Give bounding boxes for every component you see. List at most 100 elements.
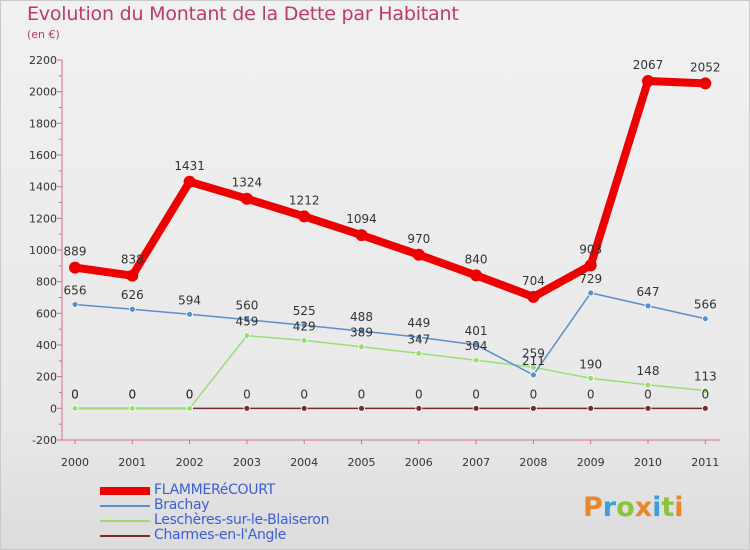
data-point-lescheres [186,404,194,412]
data-label-charmes: 0 [415,387,423,401]
data-point-flammerecourt [527,290,540,303]
data-point-charmes [644,404,652,412]
data-point-lescheres [415,349,423,357]
data-point-flammerecourt [298,210,311,223]
data-point-charmes [300,404,308,412]
x-tick-label: 2003 [233,456,261,469]
series-line-flammerecourt [71,77,710,301]
data-point-flammerecourt [470,269,483,282]
y-tick-label: 0 [50,402,57,415]
logo-letter: r [602,492,617,523]
data-label-flammerecourt: 970 [407,232,430,246]
legend-label-lescheres: Leschères-sur-le-Blaiseron [154,512,330,528]
data-point-flammerecourt [642,75,654,88]
data-label-charmes: 0 [358,387,366,401]
y-tick-label: 2000 [29,86,57,99]
data-point-brachay [358,327,365,335]
data-point-lescheres [300,337,308,344]
data-label-lescheres: 304 [465,339,488,353]
y-tick-label: 600 [36,307,57,320]
data-label-brachay: 626 [121,288,144,302]
x-tick-label: 2011 [691,456,719,469]
data-label-brachay: 449 [407,316,430,330]
y-tick-label: -200 [32,434,57,447]
data-label-charmes: 0 [472,387,480,401]
data-label-charmes: 0 [186,387,194,401]
data-label-lescheres: 190 [579,357,602,371]
legend-swatch-brachay [100,505,150,507]
data-label-brachay: 401 [465,324,488,338]
data-point-charmes [415,404,423,412]
data-point-brachay [243,316,251,324]
data-label-flammerecourt: 704 [522,274,545,288]
data-point-flammerecourt [183,175,196,188]
data-point-flammerecourt [412,248,425,261]
data-point-flammerecourt [126,269,139,282]
data-label-lescheres: 0 [128,387,136,401]
x-tick-label: 2007 [462,456,490,469]
data-point-brachay [186,310,194,318]
legend-label-flammerecourt: FLAMMERéCOURT [154,482,275,498]
data-label-flammerecourt: 838 [121,253,144,267]
x-tick-label: 2001 [118,456,146,469]
data-label-flammerecourt: 889 [64,245,87,259]
data-point-brachay [530,371,537,379]
data-label-charmes: 0 [71,387,79,401]
legend-label-charmes: Charmes-en-l'Angle [154,527,287,543]
data-label-flammerecourt: 2067 [633,58,664,72]
data-label-charmes: 0 [644,387,652,401]
data-point-lescheres [472,356,480,364]
data-point-flammerecourt [699,77,712,90]
data-point-lescheres [243,332,251,340]
data-point-charmes [587,404,595,412]
legend-swatch-charmes [100,535,150,537]
y-tick-label: 1200 [29,212,57,225]
data-point-brachay [300,321,308,329]
data-label-lescheres: 459 [235,315,258,329]
data-point-flammerecourt [355,229,368,242]
logo-letter: t [661,492,675,523]
data-label-charmes: 0 [530,387,538,401]
logo-letter: x [634,492,653,523]
data-point-charmes [358,404,365,412]
proxiti-logo: Proxiti [583,492,684,523]
y-tick-label: 1800 [29,117,57,130]
data-label-flammerecourt: 1324 [232,176,263,190]
data-point-brachay [701,315,709,323]
data-label-lescheres: 148 [637,364,660,378]
data-point-flammerecourt [584,259,597,272]
data-label-flammerecourt: 1212 [289,193,320,207]
chart-unit: (en €) [27,28,60,41]
chart-title: Evolution du Montant de la Dette par Hab… [27,3,459,25]
data-point-brachay [415,333,423,341]
legend-label-brachay: Brachay [154,497,210,513]
data-label-flammerecourt: 840 [465,252,488,266]
logo-letter: o [616,492,635,523]
data-point-charmes [530,404,537,412]
y-tick-label: 1000 [29,244,57,257]
y-tick-label: 2200 [29,54,57,67]
data-label-brachay: 488 [350,310,373,324]
x-tick-label: 2008 [519,456,547,469]
y-tick-label: 800 [36,276,57,289]
x-tick-label: 2005 [348,456,376,469]
x-tick-label: 2002 [176,456,204,469]
data-label-brachay: 656 [64,283,87,297]
data-label-brachay: 647 [637,285,660,299]
logo-letter: i [652,492,662,523]
data-label-brachay: 211 [522,354,545,368]
data-label-brachay: 560 [235,299,258,313]
y-tick-label: 1400 [29,181,57,194]
data-label-charmes: 0 [587,387,595,401]
y-tick-label: 400 [36,339,57,352]
data-label-charmes: 0 [128,387,136,401]
data-point-brachay [644,302,652,310]
data-label-charmes: 0 [300,387,308,401]
data-label-charmes: 0 [243,387,251,401]
data-point-charmes [472,404,480,412]
data-label-lescheres: 0 [186,387,194,401]
data-label-flammerecourt: 903 [579,242,602,256]
data-point-lescheres [644,381,652,389]
x-tick-label: 2004 [290,456,318,469]
